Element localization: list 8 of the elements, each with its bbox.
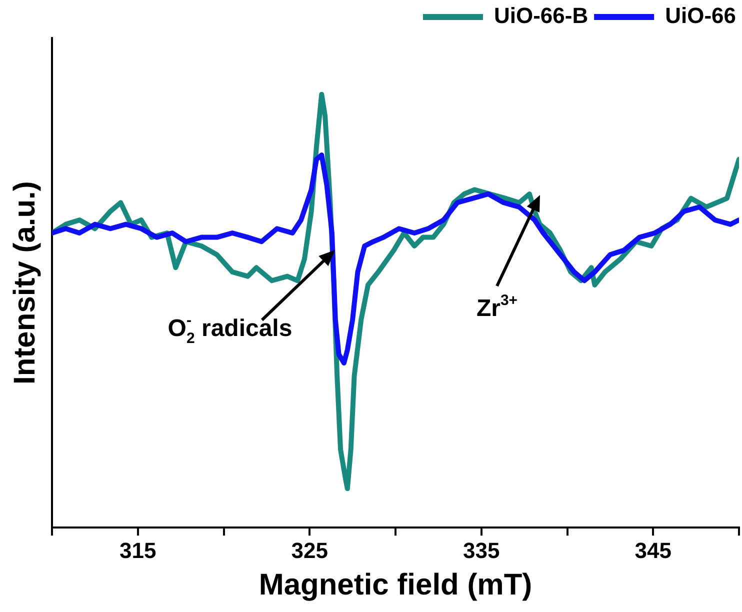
legend-label: UiO-66 (665, 3, 736, 28)
legend-label: UiO-66-B (494, 3, 588, 28)
x-tick-label: 335 (463, 538, 500, 563)
y-axis-title: Intensity (a.u.) (8, 181, 42, 384)
x-tick-label: 315 (120, 538, 156, 563)
x-axis-title: Magnetic field (mT) (258, 568, 532, 602)
x-tick-label: 345 (634, 538, 672, 563)
x-tick-label: 325 (291, 538, 328, 563)
